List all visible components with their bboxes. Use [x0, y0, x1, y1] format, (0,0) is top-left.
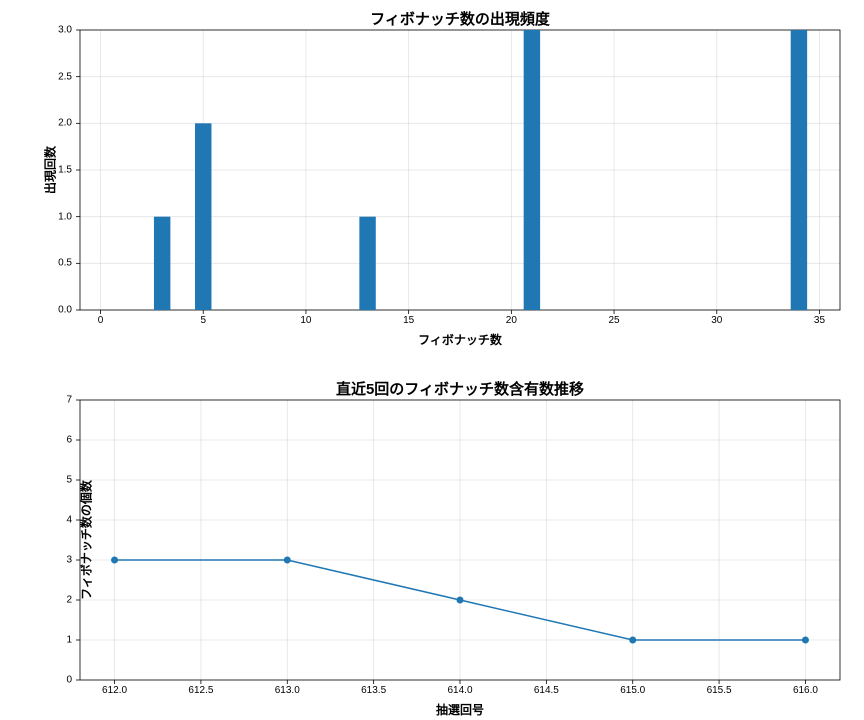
bar	[524, 30, 540, 310]
x-tick-label: 0	[98, 315, 104, 326]
bar	[791, 30, 807, 310]
line-chart: 直近5回のフィボナッチ数含有数推移 抽選回号 フィボナッチ数の個数 612.06…	[80, 400, 840, 680]
line-marker	[630, 637, 636, 643]
y-tick-label: 3	[66, 555, 72, 566]
bar	[154, 217, 170, 310]
x-tick-label: 25	[608, 315, 619, 326]
x-tick-label: 10	[300, 315, 311, 326]
x-tick-label: 615.5	[707, 685, 732, 696]
y-tick-label: 0.0	[58, 305, 72, 316]
x-tick-label: 20	[506, 315, 517, 326]
line-chart-axes	[80, 400, 840, 680]
x-tick-label: 613.5	[361, 685, 386, 696]
y-tick-label: 4	[66, 515, 72, 526]
x-tick-label: 615.0	[620, 685, 645, 696]
x-tick-label: 613.0	[275, 685, 300, 696]
y-tick-label: 7	[66, 395, 72, 406]
x-tick-label: 612.5	[188, 685, 213, 696]
bar-chart-title: フィボナッチ数の出現頻度	[80, 8, 840, 29]
bar	[359, 217, 375, 310]
y-tick-label: 3.0	[58, 25, 72, 36]
y-tick-label: 2.5	[58, 71, 72, 82]
line-chart-xlabel: 抽選回号	[80, 701, 840, 718]
x-tick-label: 5	[200, 315, 206, 326]
y-tick-label: 1	[66, 635, 72, 646]
bar	[195, 123, 211, 310]
x-tick-label: 15	[403, 315, 414, 326]
y-tick-label: 6	[66, 435, 72, 446]
bar-chart-axes	[80, 30, 840, 310]
x-tick-label: 614.0	[447, 685, 472, 696]
y-tick-label: 2.0	[58, 118, 72, 129]
y-tick-label: 5	[66, 475, 72, 486]
y-tick-label: 0	[66, 675, 72, 686]
bar-chart-xlabel: フィボナッチ数	[80, 331, 840, 348]
x-tick-label: 35	[814, 315, 825, 326]
y-tick-label: 2	[66, 595, 72, 606]
x-tick-label: 614.5	[534, 685, 559, 696]
x-tick-label: 612.0	[102, 685, 127, 696]
bar-chart-ylabel: 出現回数	[42, 146, 59, 194]
x-tick-label: 30	[711, 315, 722, 326]
line-marker	[457, 597, 463, 603]
line-marker	[802, 637, 808, 643]
x-tick-label: 616.0	[793, 685, 818, 696]
y-tick-label: 1.0	[58, 211, 72, 222]
figure: フィボナッチ数の出現頻度 フィボナッチ数 出現回数 05101520253035…	[0, 0, 864, 720]
line-marker	[284, 557, 290, 563]
y-tick-label: 0.5	[58, 258, 72, 269]
bar-chart: フィボナッチ数の出現頻度 フィボナッチ数 出現回数 05101520253035…	[80, 30, 840, 310]
line-marker	[112, 557, 118, 563]
line-chart-title: 直近5回のフィボナッチ数含有数推移	[80, 378, 840, 399]
y-tick-label: 1.5	[58, 165, 72, 176]
